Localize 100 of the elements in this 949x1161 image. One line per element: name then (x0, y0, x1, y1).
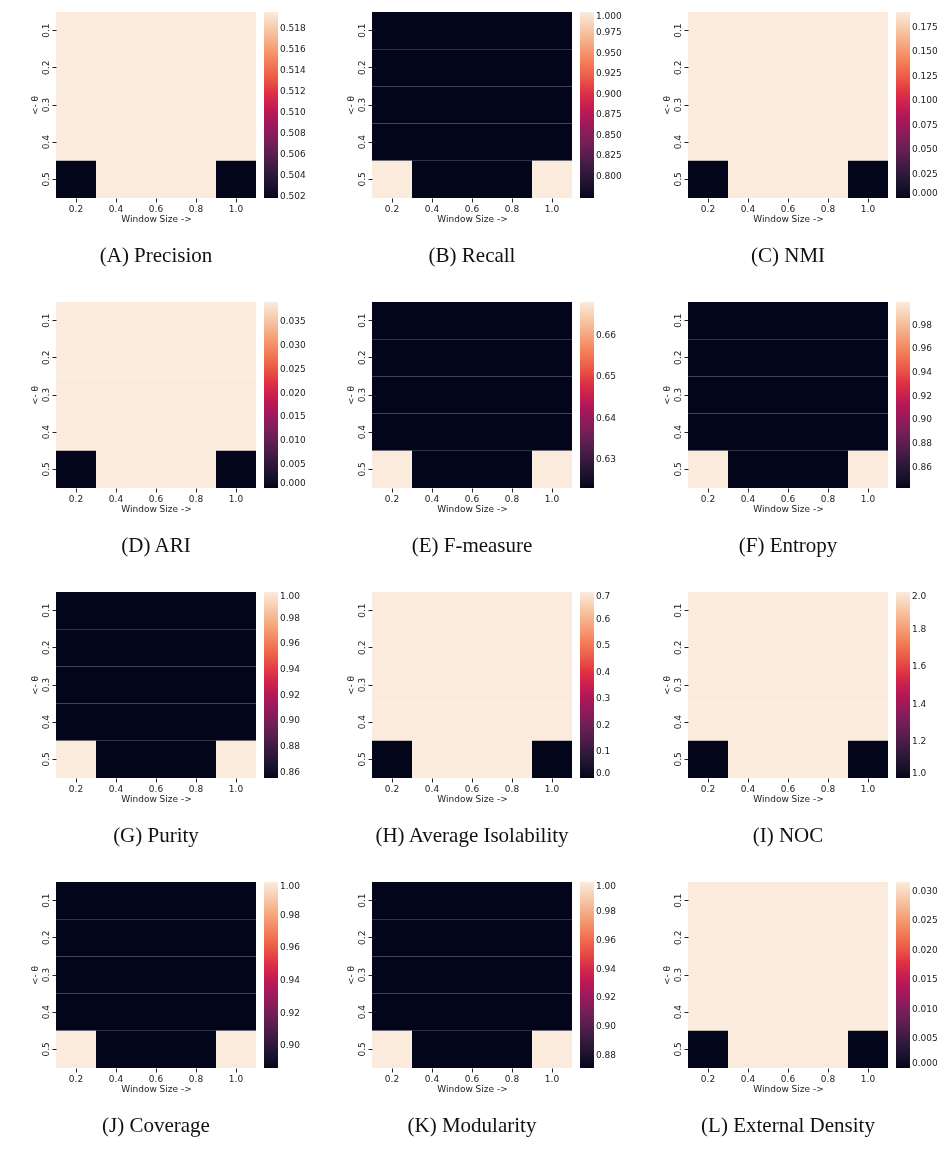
color-bar-label: 0.510 (280, 106, 307, 117)
color-bar-label: 0.100 (912, 95, 939, 106)
x-tick-label: 0.4 (424, 493, 440, 504)
y-tick-label: 0.4 (672, 714, 683, 730)
x-tick-label: 0.8 (820, 1073, 836, 1084)
x-tick-label: 0.8 (504, 493, 520, 504)
y-tick-label: 0.1 (356, 893, 367, 908)
color-bar-label: 0.000 (280, 478, 307, 488)
color-bar-label: 1.00 (280, 881, 301, 891)
x-tick-label: 0.4 (740, 1073, 756, 1084)
y-tick-label: 0.5 (40, 172, 51, 187)
text: (J) Coverage (102, 1113, 210, 1137)
y-tick-label: 0.2 (672, 640, 683, 655)
x-axis-title: Window Size -> (753, 1083, 824, 1094)
color-bar-label: 0.005 (912, 1033, 938, 1044)
y-tick-label: 0.3 (40, 387, 51, 403)
color-bar-label: 1.000 (596, 11, 623, 21)
x-tick-label: 1.0 (544, 203, 560, 214)
color-bar-label: 0.504 (280, 169, 307, 180)
color-bar-label: 0.025 (912, 168, 938, 179)
color-bar-label: 0.90 (596, 1021, 617, 1032)
color-bar-label: 1.4 (912, 698, 927, 709)
color-bar-label: 0.516 (280, 43, 307, 54)
x-axis-title: Window Size -> (437, 793, 508, 804)
color-bar-label: 0.94 (596, 963, 617, 974)
color-bar-label: 0.015 (280, 411, 306, 422)
y-tick-label: 0.4 (40, 1004, 51, 1020)
color-bar-label: 0.96 (280, 942, 301, 953)
color-bar-label: 0.64 (596, 412, 617, 423)
y-tick-label: 0.5 (672, 172, 683, 187)
y-tick-label: 0.4 (356, 424, 367, 440)
y-tick-label: 0.1 (356, 23, 367, 38)
color-bar-label: 0.1 (596, 746, 611, 757)
x-tick-label: 0.6 (464, 783, 480, 794)
color-bar-label: 0.010 (280, 435, 307, 446)
color-bar-label: 0.010 (912, 1003, 939, 1014)
y-tick-label: 0.5 (356, 462, 367, 477)
y-axis-title: <- θ (345, 385, 356, 406)
color-bar-label: 0.950 (596, 47, 623, 58)
x-tick-label: 0.2 (68, 493, 84, 504)
x-tick-label: 0.6 (464, 203, 480, 214)
y-tick-label: 0.1 (672, 23, 683, 38)
color-bar-label: 0.015 (912, 974, 938, 985)
y-tick-label: 0.2 (356, 930, 367, 945)
text: (F) Entropy (738, 533, 838, 557)
color-bar-label: 0.0 (596, 768, 611, 778)
y-tick-label: 0.2 (40, 60, 51, 75)
color-bar-label: 0.030 (912, 885, 939, 896)
y-axis-title: <- θ (661, 95, 672, 116)
color-bar-label: 0.88 (280, 740, 301, 751)
x-tick-label: 0.8 (820, 783, 836, 794)
x-tick-label: 1.0 (228, 1073, 244, 1084)
color-bar-label: 0.502 (280, 190, 306, 201)
color-bar-label: 0.4 (596, 666, 611, 677)
y-tick-label: 0.1 (672, 893, 683, 908)
x-tick-label: 0.6 (148, 1073, 164, 1084)
x-tick-label: 0.4 (424, 203, 440, 214)
color-bar-label: 0.020 (280, 387, 307, 398)
color-bar-label: 0.030 (280, 339, 307, 350)
x-tick-label: 0.6 (148, 783, 164, 794)
color-bar-label: 0.508 (280, 127, 307, 138)
x-tick-label: 0.6 (780, 493, 796, 504)
color-bar-label: 0.518 (280, 22, 307, 33)
color-bar-label: 0.98 (912, 319, 933, 330)
y-tick-label: 0.4 (356, 714, 367, 730)
x-tick-label: 0.2 (68, 1073, 84, 1084)
x-axis-title: Window Size -> (753, 213, 824, 224)
y-tick-label: 0.3 (672, 387, 683, 403)
x-tick-label: 1.0 (544, 783, 560, 794)
y-tick-label: 0.5 (672, 1042, 683, 1057)
x-tick-label: 0.4 (740, 493, 756, 504)
x-tick-label: 1.0 (228, 493, 244, 504)
color-bar-label: 0.000 (912, 1058, 939, 1068)
y-tick-label: 0.2 (356, 60, 367, 75)
color-bar-label: 0.020 (912, 944, 939, 955)
y-axis-title: <- θ (661, 675, 672, 696)
color-bar-label: 1.6 (912, 661, 927, 672)
y-tick-label: 0.2 (40, 350, 51, 365)
y-tick-label: 0.1 (672, 313, 683, 328)
x-axis-title: Window Size -> (121, 503, 192, 514)
color-bar-label: 0.96 (280, 638, 301, 649)
x-tick-label: 1.0 (544, 493, 560, 504)
x-tick-label: 0.6 (148, 203, 164, 214)
color-bar-label: 0.66 (596, 330, 617, 341)
text: (K) Modularity (407, 1113, 537, 1137)
x-axis-title: Window Size -> (437, 213, 508, 224)
y-tick-label: 0.5 (672, 752, 683, 767)
color-bar-label: 0.88 (912, 437, 933, 448)
y-tick-label: 0.2 (40, 640, 51, 655)
x-tick-label: 0.2 (384, 203, 400, 214)
y-axis-title: <- θ (345, 675, 356, 696)
x-tick-label: 0.8 (504, 783, 520, 794)
y-tick-label: 0.3 (356, 677, 367, 693)
y-tick-label: 0.5 (672, 462, 683, 477)
color-bar-label: 1.8 (912, 624, 927, 635)
color-bar-label: 0.875 (596, 109, 622, 120)
color-bar-label: 0.86 (280, 766, 301, 777)
text: (L) External Density (701, 1113, 876, 1137)
x-tick-label: 1.0 (228, 783, 244, 794)
x-tick-label: 0.8 (504, 1073, 520, 1084)
